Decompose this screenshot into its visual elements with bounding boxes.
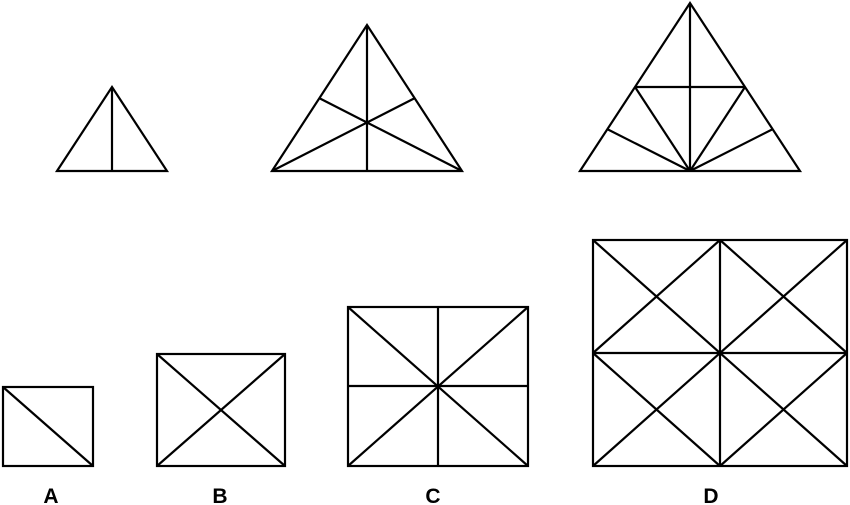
sequence-triangle-3 — [577, 0, 803, 173]
sequence-triangle-2 — [269, 22, 465, 173]
option-a-label: A — [43, 485, 58, 505]
sequence-triangle-1 — [54, 84, 170, 173]
option-b-label: B — [212, 485, 227, 505]
option-d-label: D — [703, 485, 718, 505]
option-b-figure[interactable] — [155, 352, 287, 468]
option-c-label: C — [425, 485, 440, 505]
option-d-figure[interactable] — [591, 238, 849, 468]
option-a-figure[interactable] — [1, 385, 95, 468]
option-c-figure[interactable] — [346, 305, 530, 468]
